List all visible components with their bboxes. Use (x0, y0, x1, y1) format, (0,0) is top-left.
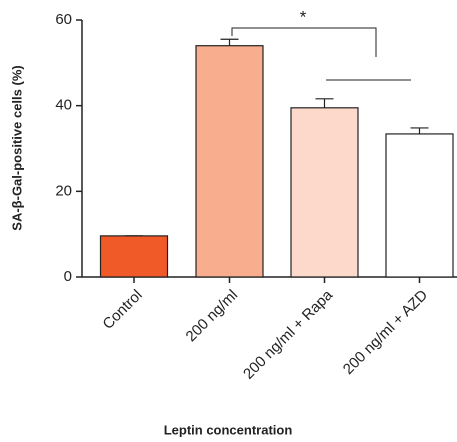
y-tick-label: 20 (55, 182, 72, 199)
bar (290, 107, 359, 278)
x-tick-label: 200 ng/ml + AZD (340, 287, 431, 378)
error-bar (220, 38, 239, 46)
x-tick-label: 200 ng/ml + Rapa (240, 286, 337, 383)
y-axis-label: SA-β-Gal-positive cells (%) (9, 65, 24, 230)
significance-label: * (300, 7, 307, 26)
y-tick-label: 60 (55, 11, 72, 28)
x-axis-label: Leptin concentration (164, 422, 293, 437)
y-tick-label: 0 (64, 268, 72, 285)
bar (99, 235, 169, 278)
x-tick-label: Control (99, 287, 145, 333)
x-tick-label: 200 ng/ml (183, 287, 242, 346)
significance-bracket (231, 27, 377, 57)
y-tick-label: 40 (55, 97, 72, 114)
bar (195, 45, 264, 278)
error-bar (410, 127, 429, 134)
bar (385, 133, 454, 278)
error-bar (315, 98, 334, 108)
